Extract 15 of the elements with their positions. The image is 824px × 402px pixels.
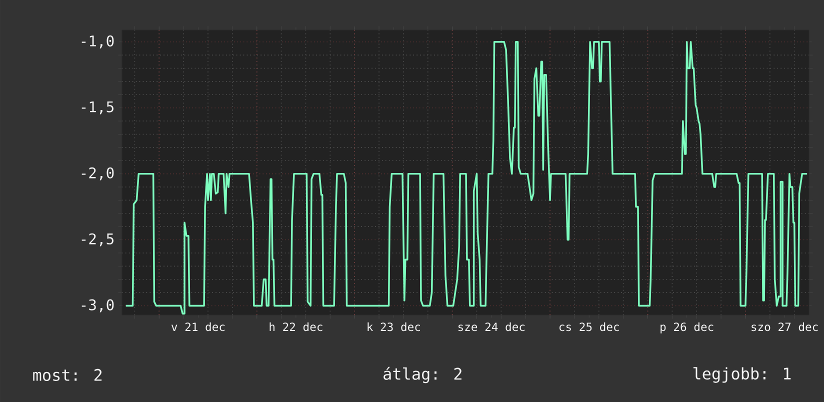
text: átlag: 2 [384,366,462,384]
x-tick-label: szo 27 dec [752,322,818,332]
y-tick-label: -1,5 [82,101,114,114]
x-tick-label: h 22 dec [270,322,322,332]
y-tick-label: -3,0 [82,299,114,312]
x-tick-label: cs 25 dec [560,322,619,332]
text: most: 2 [33,368,102,382]
y-tick-label: -1,0 [82,35,114,48]
y-tick-label: -2,5 [82,233,114,246]
x-tick-label: v 21 dec [171,322,225,332]
y-tick-label: -2,0 [82,167,114,180]
x-tick-label: k 23 dec [368,322,420,332]
x-tick-label: sze 24 dec [458,322,525,332]
x-tick-label: p 26 dec [660,322,714,334]
text: legjobb: 1 [693,367,791,383]
